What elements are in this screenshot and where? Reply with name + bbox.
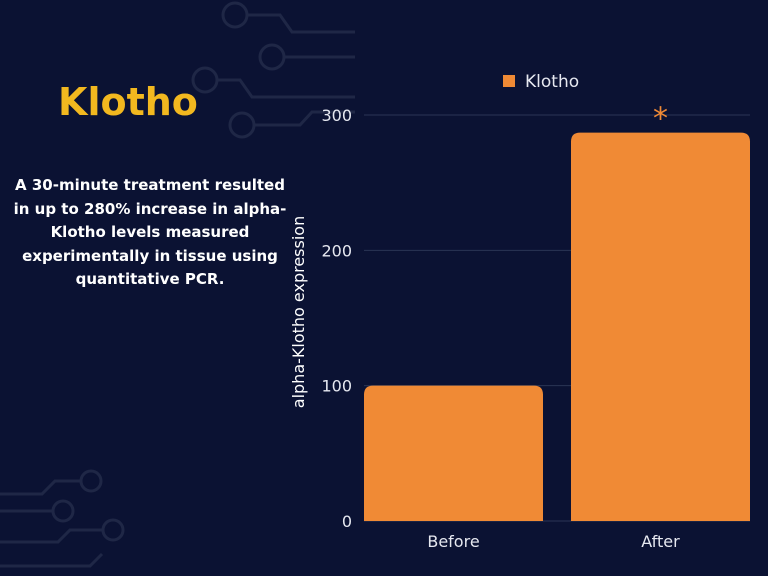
page-title: Klotho <box>58 80 198 124</box>
legend-label: Klotho <box>525 72 579 92</box>
y-axis-label: alpha-Klotho expression <box>289 216 308 408</box>
circuit-trace <box>0 528 103 544</box>
circuit-trace <box>254 110 355 127</box>
x-tick-label: After <box>641 532 680 551</box>
legend-swatch <box>503 75 515 87</box>
y-tick-label: 300 <box>321 106 352 125</box>
bar-after <box>571 132 750 522</box>
bar-before <box>364 385 543 521</box>
circuit-trace <box>0 479 81 496</box>
description-text: A 30-minute treatment resulted in up to … <box>13 176 287 288</box>
circuit-trace <box>217 78 355 99</box>
circuit-trace <box>0 552 104 568</box>
y-tick-label: 200 <box>321 241 352 260</box>
legend: Klotho <box>503 72 579 92</box>
circuit-trace <box>247 13 355 34</box>
x-tick-label: Before <box>427 532 479 551</box>
y-tick-label: 100 <box>321 377 352 396</box>
y-tick-label: 0 <box>342 512 352 531</box>
significance-marker: * <box>653 102 668 137</box>
